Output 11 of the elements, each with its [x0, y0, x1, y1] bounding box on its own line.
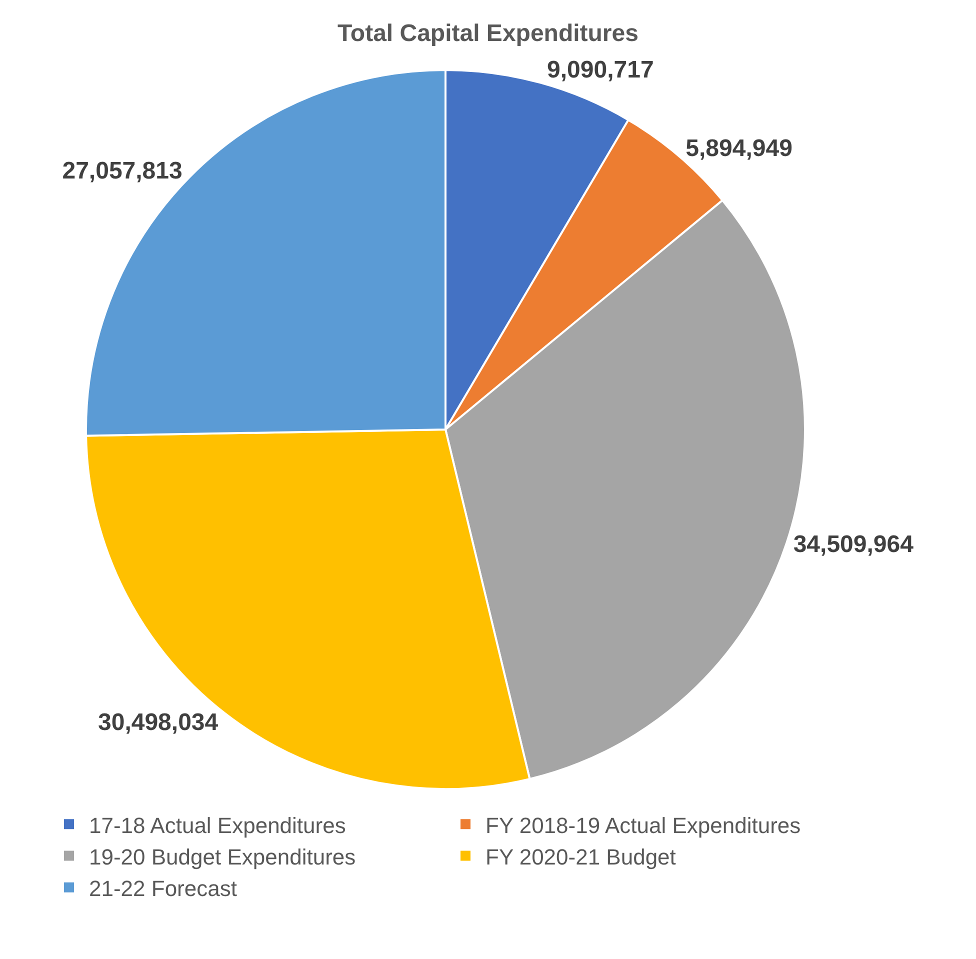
- data-label: 30,498,034: [98, 708, 219, 736]
- legend-label: 19-20 Budget Expenditures: [89, 844, 356, 870]
- data-label: 27,057,813: [62, 157, 182, 184]
- legend-label: 17-18 Actual Expenditures: [89, 812, 346, 838]
- chart-title: Total Capital Expenditures: [338, 20, 638, 47]
- legend-label: FY 2018-19 Actual Expenditures: [486, 812, 801, 838]
- legend-label: 21-22 Forecast: [89, 876, 237, 901]
- legend-label: FY 2020-21 Budget: [486, 844, 676, 870]
- data-label: 9,090,717: [547, 56, 654, 84]
- data-label: 34,509,964: [793, 530, 914, 558]
- data-label: 5,894,949: [686, 134, 792, 162]
